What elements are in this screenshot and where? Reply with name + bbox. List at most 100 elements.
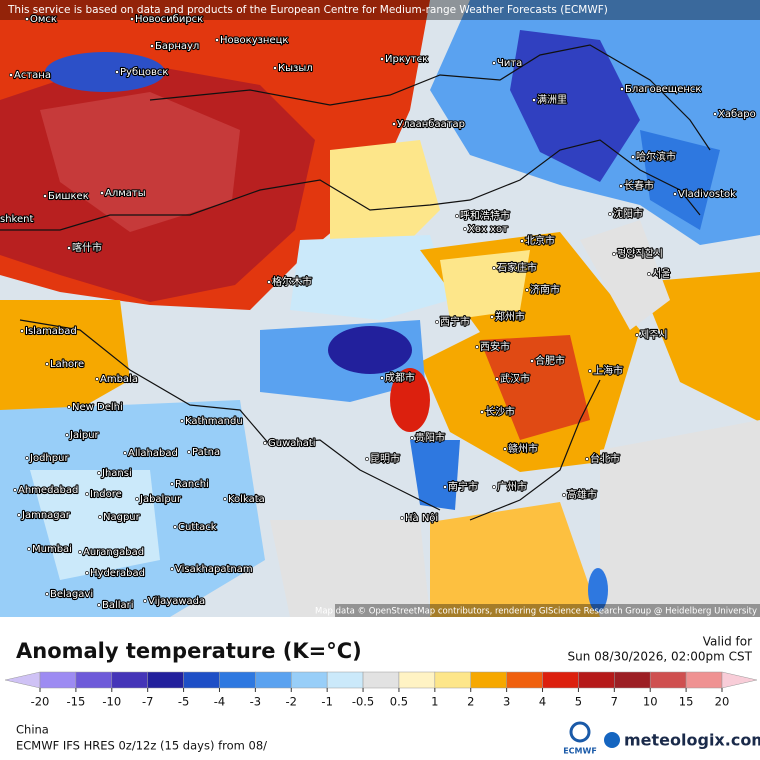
city-label: Hà Nội (405, 512, 438, 524)
ecmwf-icon (569, 721, 591, 743)
city-marker (631, 155, 635, 159)
attribution: Map data © OpenStreetMap contributors, r… (315, 607, 757, 617)
colorbar-segment (219, 671, 256, 689)
city-label: 沈阳市 (613, 207, 643, 220)
city-marker (612, 252, 616, 256)
colorbar-segment (434, 671, 471, 689)
brand: meteologix.com (624, 731, 760, 750)
city-marker (95, 377, 99, 381)
city-marker (43, 194, 47, 198)
colorbar-segment (291, 671, 328, 689)
city-marker (490, 315, 494, 319)
colorbar-segment (685, 671, 723, 689)
borders (0, 44, 711, 521)
city-label: Hyderabad (90, 568, 145, 579)
colorbar-tick-label: -2 (286, 695, 297, 709)
colorbar-tick-label: -3 (250, 695, 261, 709)
model-run: ECMWF IFS HRES 0z/12z (15 days) from 08/ (16, 739, 267, 753)
city-label: Благовещенск (625, 84, 701, 95)
colorbar-tick-label: -1 (321, 695, 332, 709)
city-marker (9, 73, 13, 77)
city-label: 长春市 (624, 179, 654, 192)
colorbar-tick-label: 3 (503, 695, 510, 709)
city-label: Ranchi (175, 479, 209, 490)
colorbar-segment (506, 671, 543, 689)
warm-area (480, 335, 590, 440)
city-label: New Delhi (72, 402, 123, 413)
city-label: Улаанбаатар (397, 119, 465, 130)
city-marker (20, 329, 24, 333)
city-label: Рубцовск (120, 67, 168, 78)
colorbar-segment (255, 671, 292, 689)
city-label: Patna (192, 447, 220, 458)
city-label: 昆明市 (370, 452, 400, 465)
city-marker (45, 592, 49, 596)
city-marker (455, 214, 459, 218)
legend-panel: Anomaly temperature (K=°C) Valid for Sun… (4, 635, 760, 756)
colorbar-segment (326, 671, 364, 689)
warm-area (640, 272, 760, 422)
cool-area (290, 235, 450, 320)
valid-time: Sun 08/30/2026, 02:00pm CST (568, 650, 753, 664)
city-label: 喀什市 (72, 241, 102, 254)
city-marker (410, 436, 414, 440)
colorbar-segment (614, 671, 651, 689)
cold-area (328, 326, 412, 374)
mild-area (330, 140, 440, 250)
city-marker (143, 599, 147, 603)
city-marker (223, 497, 227, 501)
city-marker (380, 57, 384, 61)
colorbar-tick-label: 2 (467, 695, 474, 709)
city-marker (130, 17, 134, 21)
city-marker (400, 516, 404, 520)
city-marker (85, 571, 89, 575)
city-marker (180, 419, 184, 423)
colorbar-end (4, 671, 41, 689)
city-marker (273, 66, 277, 70)
city-marker (67, 246, 71, 250)
colorbar-tick-label: -0.5 (352, 695, 374, 709)
sea (600, 420, 760, 617)
colorbar-segment (75, 671, 113, 689)
city-label: 武汉市 (500, 372, 530, 385)
city-marker (150, 44, 154, 48)
city-marker (13, 488, 17, 492)
city-label: 长沙市 (485, 405, 515, 418)
colorbar-tick-label: -10 (102, 695, 121, 709)
title: Anomaly temperature (K=°C) (16, 639, 362, 663)
city-label: shkent (0, 214, 33, 225)
city-label: 평양직할시 (617, 248, 663, 260)
notice-bar (0, 0, 760, 20)
city-label: 济南市 (530, 283, 560, 296)
city-marker (100, 191, 104, 195)
city-label: 西安市 (480, 340, 510, 353)
colorbar-tick-label: 5 (575, 695, 582, 709)
city-marker (588, 369, 592, 373)
city-marker (187, 450, 191, 454)
cold-area (45, 52, 165, 92)
city-label: Kolkata (228, 494, 265, 505)
city-label: 格尔木市 (272, 275, 312, 288)
city-marker (525, 288, 529, 292)
city-label: 哈尔滨市 (636, 150, 676, 163)
colorbar-end (721, 671, 758, 689)
city-label: Indore (90, 489, 122, 500)
city-marker (115, 70, 119, 74)
city-label: Nagpur (103, 512, 141, 523)
cold-area (410, 440, 460, 510)
cold-area (588, 568, 608, 612)
city-label: 南宁市 (448, 480, 478, 493)
city-marker (647, 272, 651, 276)
hot-area (40, 92, 240, 232)
city-marker (17, 513, 21, 517)
city-marker (463, 227, 467, 231)
city-marker (123, 451, 127, 455)
city-marker (215, 38, 219, 42)
notice: This service is based on data and produc… (7, 4, 608, 16)
city-label: 满洲里 (537, 94, 567, 106)
colorbar-tick-label: -4 (214, 695, 225, 709)
city-label: 北京市 (525, 234, 555, 247)
city-label: 高雄市 (567, 488, 597, 501)
city-label: Kathmandu (185, 416, 243, 427)
